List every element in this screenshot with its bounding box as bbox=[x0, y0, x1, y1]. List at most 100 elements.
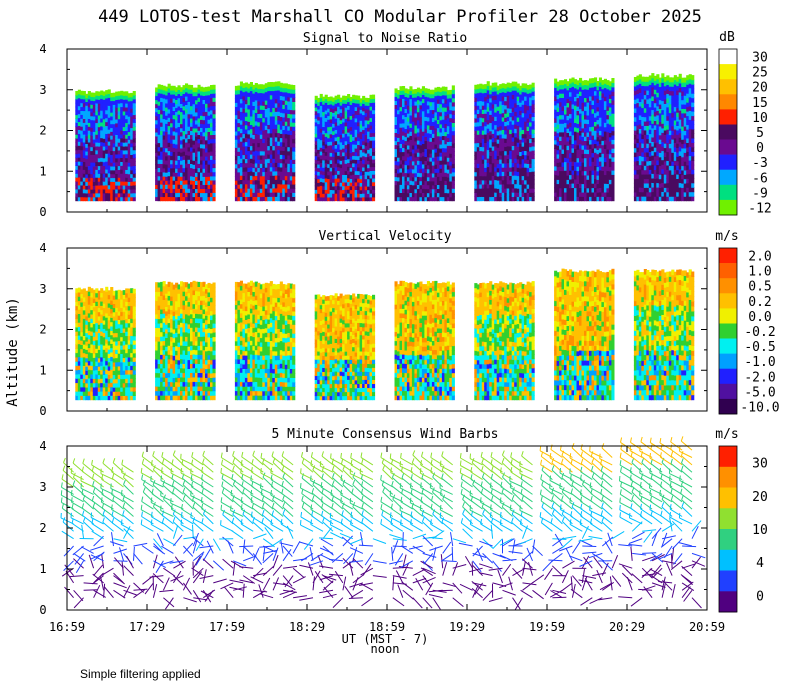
snr-cell bbox=[581, 162, 585, 167]
snr-cell bbox=[92, 104, 96, 109]
snr-cell bbox=[172, 98, 176, 103]
snr-cell bbox=[107, 184, 111, 190]
snr-cell bbox=[157, 167, 161, 173]
snr-cell bbox=[611, 169, 615, 175]
snr-cell bbox=[100, 102, 104, 107]
snr-cell bbox=[643, 98, 647, 104]
snr-cell bbox=[347, 105, 351, 110]
snr-cell bbox=[322, 111, 326, 116]
snr-cell bbox=[244, 137, 248, 143]
snr-cell bbox=[608, 175, 612, 180]
snr-cell bbox=[120, 177, 124, 182]
snr-cell bbox=[556, 132, 560, 138]
snr-cell bbox=[648, 75, 652, 81]
snr-cell bbox=[170, 196, 174, 202]
snr-cell bbox=[516, 142, 520, 147]
snr-cell bbox=[436, 115, 440, 120]
snr-cell bbox=[279, 196, 283, 202]
snr-cell bbox=[611, 148, 615, 154]
snr-cell bbox=[354, 99, 358, 104]
snr-cell bbox=[115, 142, 119, 147]
snr-cell bbox=[170, 171, 174, 177]
snr-cell bbox=[633, 182, 637, 188]
snr-cell bbox=[244, 133, 248, 138]
snr-cell bbox=[656, 178, 660, 184]
snr-cell bbox=[125, 95, 129, 100]
snr-cell bbox=[337, 185, 341, 190]
snr-cell bbox=[327, 193, 331, 198]
snr-cell bbox=[524, 154, 528, 160]
snr-cell bbox=[359, 156, 363, 161]
snr-cell bbox=[132, 134, 136, 139]
snr-cell bbox=[322, 185, 326, 190]
snr-cell bbox=[249, 145, 253, 151]
snr-cell bbox=[187, 188, 191, 193]
snr-cell bbox=[516, 87, 520, 93]
snr-cell bbox=[317, 167, 321, 172]
snr-cell bbox=[132, 106, 136, 112]
snr-cell bbox=[421, 127, 425, 132]
snr-cell bbox=[496, 155, 500, 161]
snr-cell bbox=[648, 111, 652, 117]
snr-cell bbox=[449, 176, 453, 182]
snr-cell bbox=[419, 152, 423, 158]
snr-cell bbox=[167, 83, 171, 89]
snr-cell bbox=[357, 196, 361, 202]
snr-cell bbox=[317, 193, 321, 198]
snr-cell bbox=[239, 196, 243, 202]
snr-cell bbox=[155, 103, 159, 109]
snr-cell bbox=[526, 151, 530, 156]
snr-cell bbox=[75, 157, 79, 162]
snr-cell bbox=[324, 181, 328, 187]
snr-cell bbox=[506, 120, 510, 126]
snr-cell bbox=[591, 148, 595, 154]
snr-cell bbox=[581, 102, 585, 107]
snr-cell bbox=[554, 196, 558, 202]
snr-cell bbox=[362, 196, 366, 202]
snr-cell bbox=[372, 140, 376, 145]
snr-cell bbox=[506, 107, 510, 113]
snr-cell bbox=[653, 102, 657, 108]
snr-cell bbox=[269, 179, 273, 185]
snr-cell bbox=[404, 120, 408, 125]
snr-cell bbox=[185, 162, 189, 168]
snr-cell bbox=[511, 128, 515, 134]
snr-cell bbox=[85, 173, 89, 179]
snr-cell bbox=[202, 160, 206, 165]
snr-cell bbox=[162, 89, 166, 95]
snr-cell bbox=[598, 152, 602, 158]
snr-cell bbox=[641, 178, 645, 184]
snr-cell bbox=[436, 91, 440, 96]
snr-cell bbox=[409, 155, 413, 161]
snr-cell bbox=[97, 130, 101, 135]
snr-cell bbox=[638, 137, 642, 143]
snr-cell bbox=[357, 95, 361, 100]
snr-cell bbox=[406, 125, 410, 130]
snr-cell bbox=[282, 121, 286, 126]
snr-cell bbox=[130, 127, 134, 132]
snr-cell bbox=[419, 148, 423, 154]
snr-cell bbox=[646, 174, 650, 180]
snr-cell bbox=[197, 105, 201, 111]
snr-cell bbox=[489, 93, 493, 99]
snr-cell bbox=[172, 196, 176, 202]
snr-cell bbox=[656, 123, 660, 129]
snr-cell bbox=[598, 169, 602, 175]
snr-cell bbox=[254, 192, 258, 197]
snr-cell bbox=[332, 174, 336, 180]
snr-cell bbox=[269, 115, 273, 121]
snr-cell bbox=[97, 142, 101, 147]
snr-cell bbox=[598, 108, 602, 114]
snr-cell bbox=[180, 87, 184, 92]
snr-cell bbox=[429, 153, 433, 158]
snr-cell bbox=[584, 157, 588, 163]
snr-cell bbox=[277, 149, 281, 155]
snr-cell bbox=[586, 110, 590, 116]
snr-cell bbox=[643, 90, 647, 96]
snr-cell bbox=[190, 175, 194, 181]
snr-cell bbox=[324, 102, 328, 107]
snr-cell bbox=[506, 183, 510, 189]
snr-cell bbox=[561, 93, 565, 98]
snr-cell bbox=[603, 170, 607, 176]
snr-cell bbox=[95, 177, 99, 182]
